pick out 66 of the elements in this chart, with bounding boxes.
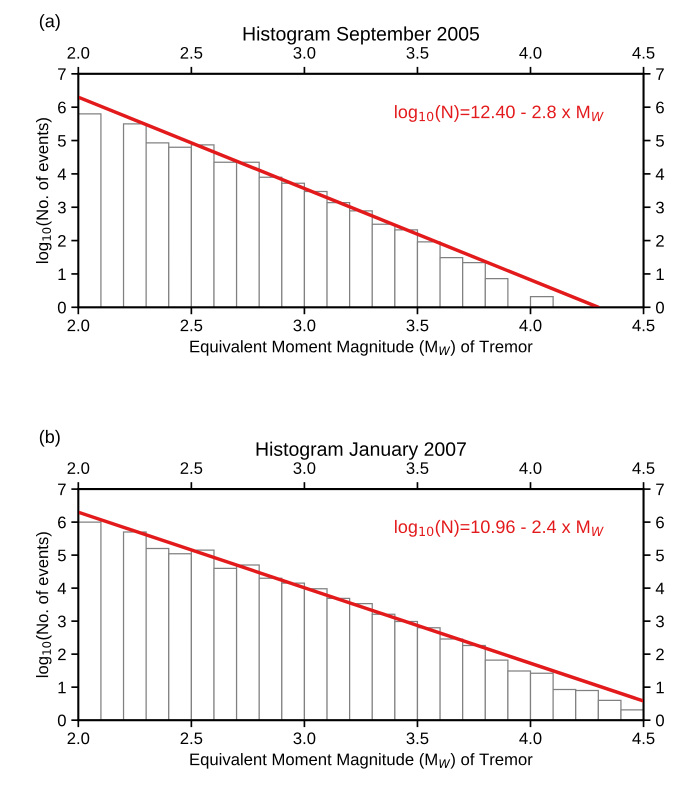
x2-tick-label: 3.0 [293, 462, 316, 474]
annotation: log$_{10}$(N)=12.40 - 2.8 x M$_{W}$ [395, 105, 604, 122]
x2-tick-label: 2.0 [68, 46, 90, 59]
x2-tick-label: 2.5 [180, 46, 202, 59]
x-tick-label: 3.0 [293, 320, 316, 332]
y2-tick-label: 0 [656, 302, 664, 314]
y2-tick-label: 1 [656, 682, 664, 694]
x-tick-label: 4.5 [632, 732, 654, 744]
y2-tick-label: 4 [656, 168, 664, 180]
y2-tick-label: 7 [656, 484, 664, 496]
chart-title: Histogram September 2005 [244, 26, 480, 45]
y-tick-label: 5 [58, 550, 66, 562]
text: (b) [40, 430, 60, 447]
y-tick-label: 6 [58, 516, 66, 528]
y2-tick-label: 0 [656, 714, 664, 726]
x-axis-title: Equivalent Moment Magnitude (M$_{W}$) of Tremor [190, 753, 532, 769]
y2-tick-label: 6 [656, 102, 664, 114]
y-tick-label: 3 [58, 202, 66, 214]
y2-tick-label: 2 [656, 648, 664, 660]
y-tick-label: 1 [58, 268, 66, 280]
x2-tick-label: 4.0 [519, 462, 542, 474]
y-tick-label: 4 [58, 582, 66, 594]
x-tick-label: 2.0 [68, 320, 90, 332]
x-tick-label: 2.5 [180, 320, 202, 332]
x2-tick-label: 4.0 [519, 46, 542, 59]
y-tick-label: 6 [58, 102, 66, 114]
y-tick-label: 5 [58, 135, 66, 147]
y2-tick-label: 5 [656, 550, 664, 562]
y-tick-label: 2 [58, 648, 66, 660]
x2-tick-label: 4.5 [632, 462, 654, 474]
y-tick-label: 2 [58, 234, 66, 247]
x2-tick-label: 2.0 [68, 462, 90, 474]
y2-tick-label: 1 [656, 268, 664, 280]
x-tick-label: 4.0 [519, 320, 542, 332]
chart-title: Histogram January 2007 [256, 442, 466, 460]
y-tick-label: 3 [58, 616, 66, 628]
annotation: log$_{10}$(N)=10.96 - 2.4 x M$_{W}$ [395, 520, 604, 537]
x2-tick-label: 3.0 [293, 46, 316, 59]
y2-tick-label: 2 [656, 234, 664, 247]
y-tick-label: 7 [58, 484, 66, 496]
x2-tick-label: 3.5 [406, 46, 428, 59]
x-tick-label: 2.0 [68, 732, 90, 744]
x-tick-label: 3.0 [293, 732, 316, 744]
y2-tick-label: 7 [656, 68, 664, 80]
x2-tick-label: 4.5 [632, 47, 654, 59]
x-tick-label: 4.5 [632, 320, 654, 332]
x-tick-label: 2.5 [180, 732, 202, 744]
y-tick-label: 1 [58, 682, 66, 694]
x-tick-label: 3.5 [406, 320, 428, 332]
y-tick-label: 0 [58, 302, 66, 314]
x-axis-title: Equivalent Moment Magnitude (M$_{W}$) of Tremor [190, 340, 532, 356]
y-axis-title: log$_{10}$(No. of events) [36, 532, 52, 678]
y2-tick-label: 5 [656, 135, 664, 147]
y2-tick-label: 6 [656, 516, 664, 528]
text: (a) [40, 14, 60, 31]
y-tick-label: 7 [58, 68, 66, 80]
x2-tick-label: 2.5 [180, 462, 202, 474]
y2-tick-label: 4 [656, 582, 664, 594]
x2-tick-label: 3.5 [406, 462, 428, 474]
y-tick-label: 0 [58, 714, 66, 726]
y-tick-label: 4 [58, 168, 66, 180]
y-axis-title: log$_{10}$(No. of events) [36, 118, 52, 264]
x-tick-label: 3.5 [406, 732, 428, 744]
x-tick-label: 4.0 [519, 732, 542, 744]
y2-tick-label: 3 [656, 616, 664, 628]
y2-tick-label: 3 [656, 202, 664, 214]
